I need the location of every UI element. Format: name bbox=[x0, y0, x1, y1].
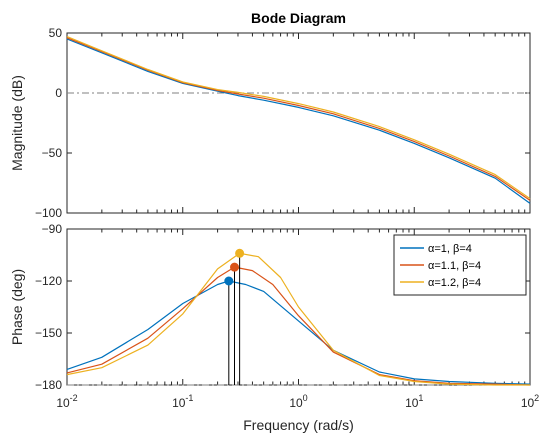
x-tick-label: 100 bbox=[289, 393, 307, 410]
series-line-3 bbox=[66, 36, 531, 200]
y-tick-label: −180 bbox=[35, 378, 62, 392]
x-tick-label: 10-1 bbox=[172, 393, 193, 410]
x-tick-label: 102 bbox=[521, 393, 539, 410]
y-axis-label: Magnitude (dB) bbox=[9, 75, 25, 171]
peak-marker-2 bbox=[230, 262, 240, 272]
peak-marker-3 bbox=[235, 248, 245, 258]
y-tick-label: −50 bbox=[42, 146, 63, 160]
series-line-3 bbox=[66, 252, 530, 386]
chart-title: Bode Diagram bbox=[251, 10, 346, 26]
legend-entry-2: α=1.1, β=4 bbox=[428, 260, 481, 272]
legend-entry-1: α=1, β=4 bbox=[428, 243, 472, 255]
legend-entry-3: α=1.2, β=4 bbox=[428, 277, 481, 289]
y-tick-label: 50 bbox=[49, 26, 63, 40]
y-tick-label: −100 bbox=[35, 206, 62, 220]
plot-area bbox=[66, 32, 531, 214]
series-line-2 bbox=[66, 266, 531, 386]
series-line-1 bbox=[66, 38, 531, 204]
y-tick-label: 0 bbox=[55, 86, 62, 100]
series-line-1 bbox=[66, 280, 531, 385]
series-line-2 bbox=[66, 37, 531, 201]
y-tick-label: −150 bbox=[35, 326, 62, 340]
magnitude-plot: 50 0 −50 −100 Bode Diagram Magnitude (dB) bbox=[9, 10, 531, 220]
x-tick-label: 10-2 bbox=[56, 393, 77, 410]
x-axis-label: Frequency (rad/s) bbox=[243, 417, 353, 433]
y-axis-label: Phase (deg) bbox=[9, 269, 25, 345]
y-tick-label: −90 bbox=[42, 222, 63, 236]
y-tick-label: −120 bbox=[35, 274, 62, 288]
x-tick-label: 101 bbox=[405, 393, 423, 410]
peak-marker-1 bbox=[224, 276, 234, 286]
legend: α=1, β=4 α=1.1, β=4 α=1.2, β=4 bbox=[393, 234, 527, 296]
